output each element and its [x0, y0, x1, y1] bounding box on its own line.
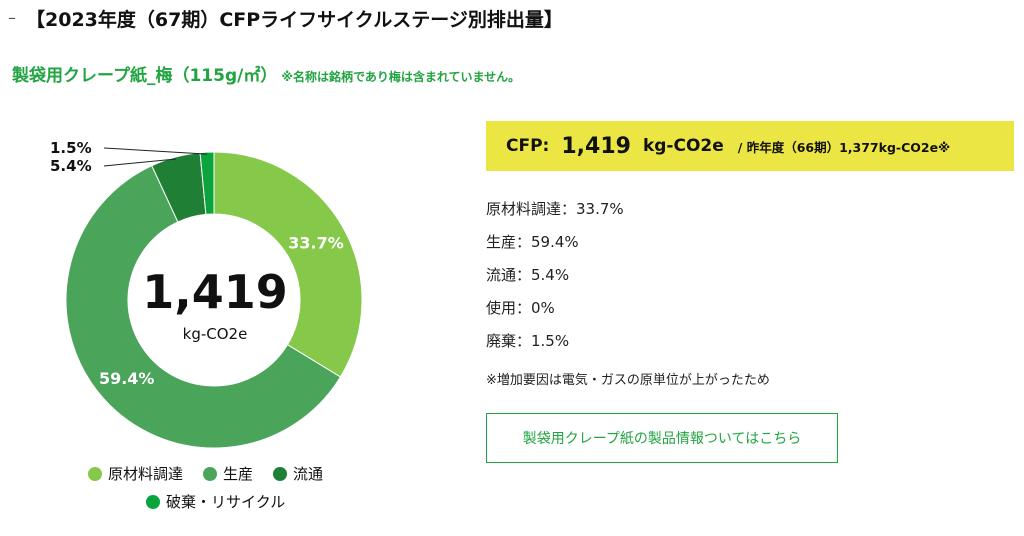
slice-production — [65, 165, 342, 449]
legend-swatch — [146, 494, 160, 509]
slice-label-materials: 33.7% — [288, 234, 344, 253]
legend-swatch — [203, 466, 218, 481]
product-name: 製袋用クレープ紙_梅（115g/㎡） — [12, 66, 278, 86]
cfp-value: 1,419 — [561, 133, 631, 159]
leader-line-disposal — [103, 147, 208, 155]
chart-legend-row-1: 原材料調達 生産 流通 — [88, 463, 343, 484]
legend-label: 破棄・リサイクル — [166, 493, 286, 511]
cfp-label: CFP: — [506, 136, 550, 156]
product-info-link-button[interactable]: 製袋用クレープ紙の製品情報ついてはこちら — [486, 413, 838, 463]
donut-center-unit: kg-CO2e — [182, 325, 248, 343]
legend-swatch — [273, 466, 288, 481]
leader-line-distribution — [103, 158, 176, 167]
breakdown-item: 生産：59.4% — [486, 233, 579, 251]
legend-item-disposal: 破棄・リサイクル — [146, 491, 285, 512]
title-dash: – — [8, 8, 16, 27]
slice-label-production: 59.4% — [99, 369, 155, 388]
legend-item-production: 生産 — [203, 463, 253, 484]
cfp-summary-box: CFP: 1,419 kg-CO2e / 昨年度（66期）1,377kg-CO2… — [486, 121, 1014, 171]
legend-item-materials: 原材料調達 — [88, 463, 183, 484]
legend-swatch — [88, 466, 102, 481]
chart-legend-row-2: 破棄・リサイクル — [146, 491, 305, 512]
increase-reason-note: ※増加要因は電気・ガスの原単位が上がったため — [486, 373, 770, 388]
legend-label: 生産 — [223, 465, 254, 483]
product-name-note: ※名称は銘柄であり梅は含まれていません。 — [281, 70, 521, 84]
breakdown-item: 使用：0% — [486, 299, 555, 317]
donut-chart: 33.7% 59.4% 1.5%5.4% — [50, 139, 363, 449]
donut-center-value: 1,419 — [142, 265, 288, 319]
breakdown-item: 流通：5.4% — [486, 266, 570, 284]
product-subtitle: 製袋用クレープ紙_梅（115g/㎡） ※名称は銘柄であり梅は含まれていません。 — [12, 61, 520, 86]
page-title: 【2023年度（67期）CFPライフサイクルステージ別排出量】 — [26, 9, 563, 31]
legend-label: 原材料調達 — [108, 465, 184, 483]
slice-disposal — [199, 151, 215, 215]
cfp-unit: kg-CO2e — [642, 136, 724, 156]
slice-label-distribution: 5.4% — [50, 157, 92, 175]
legend-item-distribution: 流通 — [273, 463, 323, 484]
stage-breakdown-list: 原材料調達：33.7% 生産：59.4% 流通：5.4% 使用：0% 廃棄：1.… — [486, 198, 624, 363]
breakdown-item: 原材料調達：33.7% — [486, 200, 624, 218]
breakdown-item: 廃棄：1.5% — [486, 332, 570, 350]
cfp-previous-year: / 昨年度（66期）1,377kg-CO2e※ — [737, 139, 951, 155]
legend-label: 流通 — [293, 465, 324, 483]
slice-materials — [213, 151, 363, 378]
slice-label-disposal: 1.5% — [50, 139, 92, 157]
